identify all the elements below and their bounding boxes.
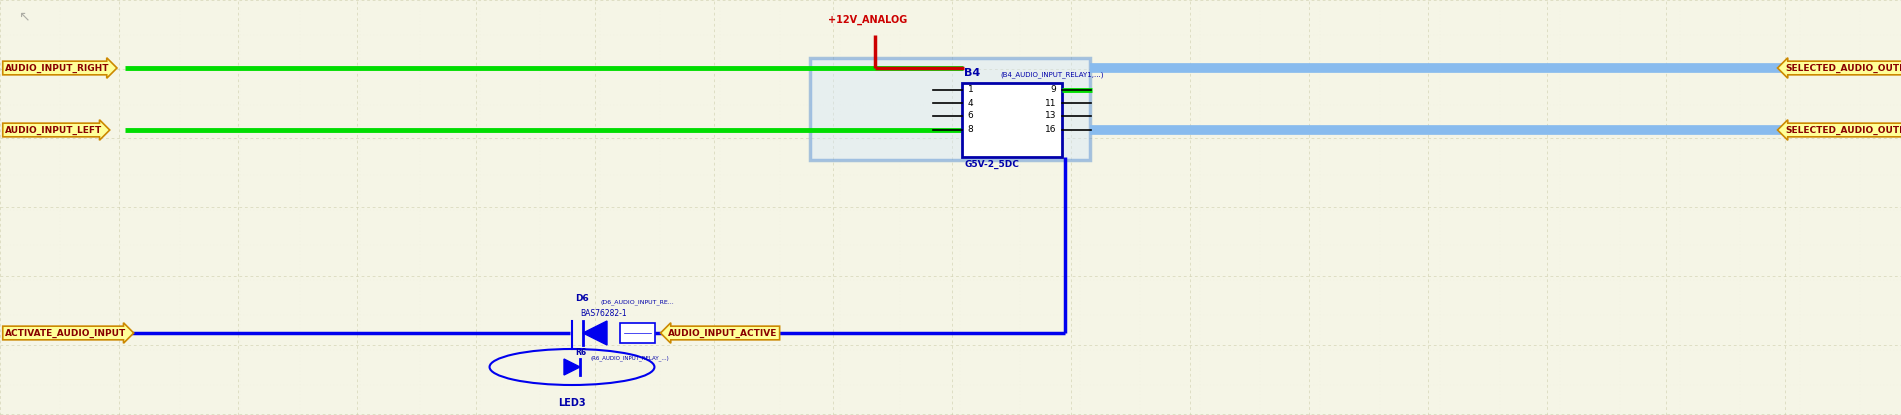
Text: R6: R6 xyxy=(574,348,586,357)
Text: G5V-2_5DC: G5V-2_5DC xyxy=(964,160,1019,169)
Text: 9: 9 xyxy=(1051,85,1057,95)
Text: D6: D6 xyxy=(574,294,589,303)
Text: B4: B4 xyxy=(964,68,981,78)
Text: ↖: ↖ xyxy=(17,9,30,23)
Text: (R6_AUDIO_INPUT_RELAY_...): (R6_AUDIO_INPUT_RELAY_...) xyxy=(589,355,669,361)
Text: LED3: LED3 xyxy=(559,398,586,408)
Text: 1: 1 xyxy=(968,85,973,95)
Polygon shape xyxy=(584,321,606,345)
Text: SELECTED_AUDIO_OUTPUT_LEFT: SELECTED_AUDIO_OUTPUT_LEFT xyxy=(1785,125,1901,134)
Text: AUDIO_INPUT_LEFT: AUDIO_INPUT_LEFT xyxy=(6,125,103,134)
Bar xyxy=(620,323,656,343)
Text: 6: 6 xyxy=(968,112,973,120)
Text: SELECTED_AUDIO_OUTPUT_RIGHT: SELECTED_AUDIO_OUTPUT_RIGHT xyxy=(1785,63,1901,73)
FancyBboxPatch shape xyxy=(810,58,1089,160)
Text: AUDIO_INPUT_RIGHT: AUDIO_INPUT_RIGHT xyxy=(6,63,110,73)
Text: +12V_ANALOG: +12V_ANALOG xyxy=(829,15,907,25)
Text: 8: 8 xyxy=(968,125,973,134)
Text: AUDIO_INPUT_ACTIVE: AUDIO_INPUT_ACTIVE xyxy=(667,328,778,337)
Text: ACTIVATE_AUDIO_INPUT: ACTIVATE_AUDIO_INPUT xyxy=(6,328,125,337)
Text: (B4_AUDIO_INPUT_RELAY1,...): (B4_AUDIO_INPUT_RELAY1,...) xyxy=(1000,71,1103,78)
Text: (D6_AUDIO_INPUT_RE...: (D6_AUDIO_INPUT_RE... xyxy=(601,299,673,305)
Text: 16: 16 xyxy=(1046,125,1057,134)
Text: BAS76282-1: BAS76282-1 xyxy=(580,309,627,318)
Text: 4: 4 xyxy=(968,98,973,107)
Text: 13: 13 xyxy=(1046,112,1057,120)
Text: 11: 11 xyxy=(1046,98,1057,107)
Polygon shape xyxy=(565,359,580,375)
Bar xyxy=(962,83,1063,157)
